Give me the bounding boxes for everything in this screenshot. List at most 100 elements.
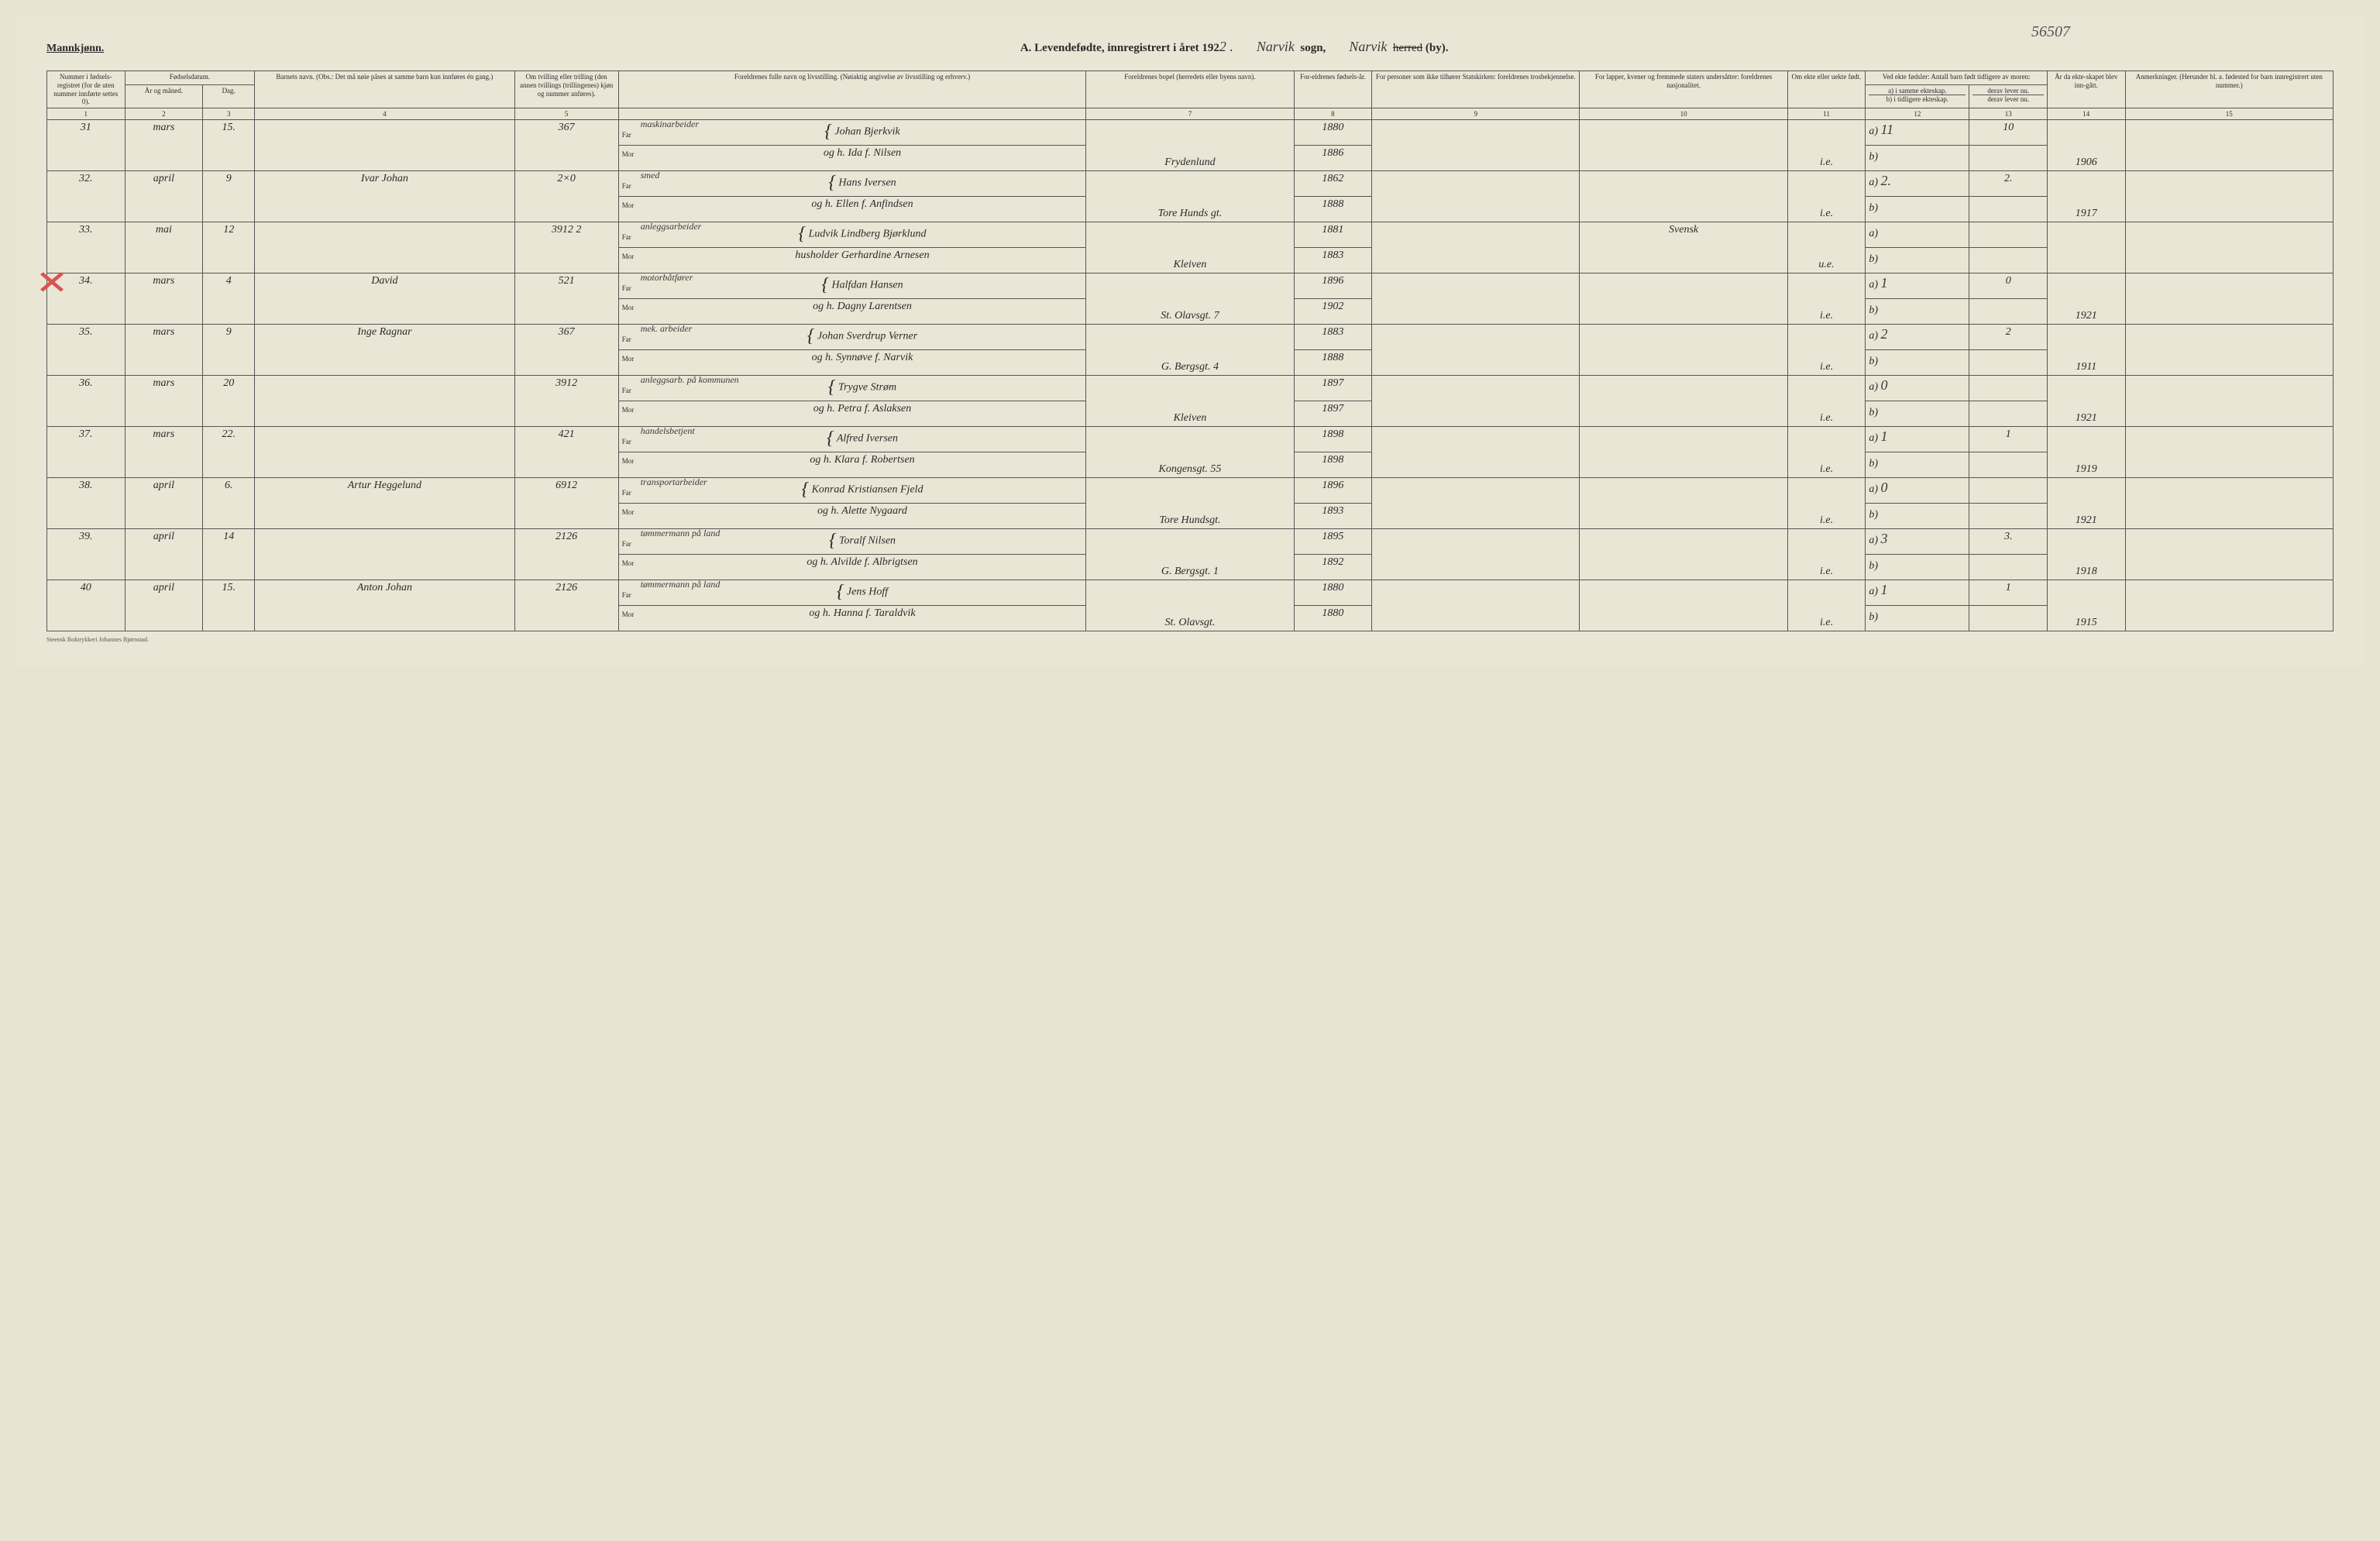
cell-a-living: 1 xyxy=(1969,427,2048,452)
cell-notes xyxy=(2125,427,2333,478)
cell-nationality xyxy=(1580,580,1787,631)
parish-label: sogn, xyxy=(1300,42,1326,54)
cell-child-name xyxy=(255,222,514,273)
cell-father-year: 1880 xyxy=(1294,120,1372,146)
register-table: Nummer i fødsels-registret (for de uten … xyxy=(46,71,2334,631)
cell-child-name xyxy=(255,120,514,171)
cell-month: april xyxy=(125,478,203,529)
cell-month: april xyxy=(125,171,203,222)
cell-father: motorbåtfører {Far Halfdan Hansen xyxy=(618,273,1086,299)
cell-mother-year: 1892 xyxy=(1294,555,1372,580)
cell-child-name xyxy=(255,376,514,427)
cell-mother: Morog h. Hanna f. Taraldvik xyxy=(618,606,1086,631)
col-header-11: Om ekte eller uekte født. xyxy=(1787,71,1866,108)
cell-mother-year: 1897 xyxy=(1294,401,1372,427)
col-header-2: År og måned. xyxy=(125,84,203,108)
cell-religion xyxy=(1372,120,1580,171)
cell-number: 33. xyxy=(47,222,126,273)
cell-month: mars xyxy=(125,427,203,478)
cell-b: b) xyxy=(1866,504,1969,529)
cell-twin: 421 xyxy=(514,427,618,478)
cell-day: 12 xyxy=(203,222,255,273)
cell-a: a) 2. xyxy=(1866,171,1969,197)
cell-number: 39. xyxy=(47,529,126,580)
cell-legitimacy: i.e. xyxy=(1787,376,1866,427)
cell-a-living xyxy=(1969,478,2048,504)
cell-father: mek. arbeider {Far Johan Sverdrup Verner xyxy=(618,325,1086,350)
cell-notes xyxy=(2125,376,2333,427)
cell-mother-year: 1886 xyxy=(1294,146,1372,171)
page-header: Mannkjønn. A. Levendefødte, innregistrer… xyxy=(46,39,2334,55)
cell-a: a) 11 xyxy=(1866,120,1969,146)
cell-month: mars xyxy=(125,376,203,427)
cell-marriage-year: 1917 xyxy=(2048,171,2126,222)
col-header-10: For lapper, kvener og fremmede staters u… xyxy=(1580,71,1787,108)
cell-residence: Kongensgt. 55 xyxy=(1086,427,1294,478)
cell-nationality xyxy=(1580,376,1787,427)
cell-notes xyxy=(2125,478,2333,529)
cell-number: 31 xyxy=(47,120,126,171)
col-header-15: Anmerkninger. (Herunder bl. a. fødested … xyxy=(2125,71,2333,108)
cell-twin: 6912 xyxy=(514,478,618,529)
cell-residence: Kleiven xyxy=(1086,376,1294,427)
cell-b: b) xyxy=(1866,452,1969,478)
cell-a-living xyxy=(1969,376,2048,401)
cell-twin: 3912 2 xyxy=(514,222,618,273)
parish-name: Narvik xyxy=(1257,39,1295,54)
col-header-5: Om tvilling eller trilling (den annen tv… xyxy=(514,71,618,108)
cell-marriage-year: 1921 xyxy=(2048,376,2126,427)
cell-father: anleggsarbeider {Far Ludvik Lindberg Bjø… xyxy=(618,222,1086,248)
cell-a-living: 10 xyxy=(1969,120,2048,146)
table-row: 38. april 6. Artur Heggelund 6912 transp… xyxy=(47,478,2334,504)
cell-day: 4 xyxy=(203,273,255,325)
cell-residence: G. Bergsgt. 1 xyxy=(1086,529,1294,580)
cell-father-year: 1895 xyxy=(1294,529,1372,555)
cell-month: mars xyxy=(125,325,203,376)
table-body: 31 mars 15. 367 maskinarbeider {Far Joha… xyxy=(47,120,2334,631)
district-label-strike: herred xyxy=(1393,42,1422,54)
cell-father-year: 1881 xyxy=(1294,222,1372,248)
cell-a-living: 0 xyxy=(1969,273,2048,299)
table-row: 36. mars 20 3912 anleggsarb. på kommunen… xyxy=(47,376,2334,401)
cell-father-year: 1896 xyxy=(1294,478,1372,504)
cell-a-living: 3. xyxy=(1969,529,2048,555)
gender-heading: Mannkjønn. xyxy=(46,43,104,55)
cell-day: 22. xyxy=(203,427,255,478)
cell-nationality xyxy=(1580,529,1787,580)
cell-b-living xyxy=(1969,248,2048,273)
cell-father: tømmermann på land {Far Toralf Nilsen xyxy=(618,529,1086,555)
cell-b-living xyxy=(1969,555,2048,580)
cell-legitimacy: u.e. xyxy=(1787,222,1866,273)
cell-notes xyxy=(2125,222,2333,273)
table-row: 34. mars 4 David 521 motorbåtfører {Far … xyxy=(47,273,2334,299)
col-header-3: Dag. xyxy=(203,84,255,108)
cell-notes xyxy=(2125,529,2333,580)
cell-number: 35. xyxy=(47,325,126,376)
cell-father: handelsbetjent {Far Alfred Iversen xyxy=(618,427,1086,452)
cell-twin: 2126 xyxy=(514,529,618,580)
col-header-1: Nummer i fødsels-registret (for de uten … xyxy=(47,71,126,108)
cell-father-year: 1880 xyxy=(1294,580,1372,606)
cell-legitimacy: i.e. xyxy=(1787,478,1866,529)
cell-legitimacy: i.e. xyxy=(1787,529,1866,580)
cell-b-living xyxy=(1969,299,2048,325)
cell-marriage-year: 1919 xyxy=(2048,427,2126,478)
cell-child-name: Ivar Johan xyxy=(255,171,514,222)
cell-day: 14 xyxy=(203,529,255,580)
cell-nationality xyxy=(1580,478,1787,529)
table-row: 31 mars 15. 367 maskinarbeider {Far Joha… xyxy=(47,120,2334,146)
cell-month: mars xyxy=(125,273,203,325)
cell-month: april xyxy=(125,580,203,631)
cell-b: b) xyxy=(1866,350,1969,376)
cell-twin: 3912 xyxy=(514,376,618,427)
cell-mother: Morog h. Dagny Larentsen xyxy=(618,299,1086,325)
cell-number: 40 xyxy=(47,580,126,631)
cell-b: b) xyxy=(1866,555,1969,580)
cell-child-name: Artur Heggelund xyxy=(255,478,514,529)
cell-mother: Morog h. Klara f. Robertsen xyxy=(618,452,1086,478)
cell-religion xyxy=(1372,427,1580,478)
cell-marriage-year: 1921 xyxy=(2048,273,2126,325)
col-header-4: Barnets navn. (Obs.: Det må nøie påses a… xyxy=(255,71,514,108)
cell-a-living xyxy=(1969,222,2048,248)
cell-nationality xyxy=(1580,273,1787,325)
